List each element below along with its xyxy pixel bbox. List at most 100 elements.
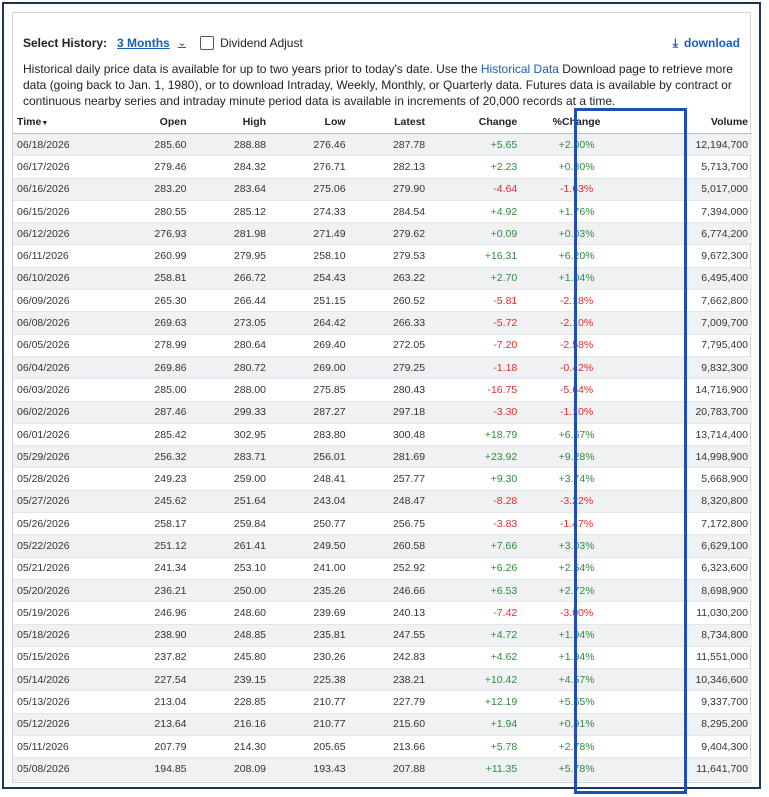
cell-change: -7.20 [429, 334, 522, 357]
table-row: 06/17/2026 279.46 284.32 276.71 282.13 +2.23 +… [13, 155, 752, 179]
cell-open: 269.86 [111, 356, 191, 380]
cell-change: -7.42 [429, 601, 522, 625]
column-header-open[interactable]: Open [111, 111, 191, 134]
cell-latest: 240.13 [349, 601, 430, 625]
cell-change: +4.62 [429, 646, 522, 670]
cell-low: 276.46 [270, 133, 350, 157]
cell-time: 05/29/2026 [13, 445, 111, 469]
table-row: 05/18/2026 238.90 248.85 235.81 247.55 +4.72 +… [13, 624, 752, 647]
cell-latest: 287.78 [349, 133, 430, 157]
cell-time: 06/12/2026 [13, 222, 111, 246]
cell-change: -3.30 [429, 401, 522, 424]
cell-open: 238.90 [111, 624, 191, 647]
table-header-row: Time▼ Open High Low Latest Change %Chang… [13, 111, 752, 134]
cell-volume: 7,662,800 [631, 289, 752, 313]
cell-low: 269.40 [270, 334, 350, 357]
cell-open: 287.46 [111, 401, 191, 424]
cell-change: +9.30 [429, 467, 522, 491]
cell-pct: -2.10% [521, 311, 632, 335]
dividend-adjust-label[interactable]: Dividend Adjust [220, 36, 303, 50]
cell-volume: 9,832,300 [631, 356, 752, 380]
cell-latest: 257.77 [349, 467, 430, 491]
cell-open: 283.20 [111, 178, 191, 201]
cell-open: 194.85 [111, 757, 191, 781]
historical-data-link[interactable]: Historical Data [480, 62, 559, 76]
cell-latest: 248.47 [349, 490, 430, 514]
column-header-pct-change[interactable]: %Change [521, 111, 632, 134]
cell-high: 302.95 [190, 423, 271, 447]
cell-high: 281.98 [190, 222, 271, 246]
cell-latest: 252.92 [349, 557, 430, 580]
column-header-time[interactable]: Time▼ [13, 111, 111, 134]
select-history-label: Select History: [23, 36, 108, 50]
cell-latest: 263.22 [349, 267, 430, 291]
cell-low: 210.77 [270, 713, 350, 737]
cell-change: -1.18 [429, 356, 522, 380]
column-header-low[interactable]: Low [270, 111, 350, 134]
cell-change: +7.66 [429, 534, 522, 558]
cell-high: 266.72 [190, 267, 271, 291]
history-toolbar: Select History: 3 Months ⌄ Dividend Adju… [23, 31, 740, 55]
history-range-value: 3 Months [117, 36, 170, 50]
cell-time: 05/14/2026 [13, 668, 111, 692]
table-row: 06/09/2026 265.30 266.44 251.15 260.52 -5.81-… [13, 289, 752, 313]
cell-open: 279.46 [111, 155, 191, 179]
cell-open: 236.21 [111, 579, 191, 603]
cell-volume: 8,734,800 [631, 624, 752, 647]
cell-low: 254.43 [270, 267, 350, 291]
cell-latest: 280.43 [349, 378, 430, 402]
cell-high: 283.71 [190, 445, 271, 469]
cell-high: 248.85 [190, 624, 271, 647]
chevron-down-icon: ⌄ [177, 37, 187, 49]
cell-volume: 6,629,100 [631, 534, 752, 558]
download-label: download [684, 36, 740, 50]
cell-low: 274.33 [270, 200, 350, 224]
cell-high: 253.10 [190, 557, 271, 580]
cell-volume: 14,716,900 [631, 378, 752, 402]
cell-latest: 266.33 [349, 311, 430, 335]
cell-latest: 215.60 [349, 713, 430, 737]
cell-pct: +1.94% [521, 646, 632, 670]
table-row: 06/12/2026 276.93 281.98 271.49 279.62 +0.09 +… [13, 222, 752, 246]
cell-open: 258.17 [111, 512, 191, 536]
cell-pct: -2.18% [521, 289, 632, 313]
cell-volume: 13,714,400 [631, 423, 752, 447]
cell-high: 228.85 [190, 690, 271, 714]
download-button[interactable]: ⤓ download [673, 36, 740, 51]
cell-latest: 279.53 [349, 244, 430, 268]
dividend-adjust-checkbox[interactable] [200, 36, 215, 50]
cell-low: 276.71 [270, 155, 350, 179]
cell-time: 05/13/2026 [13, 690, 111, 714]
cell-low: 235.26 [270, 579, 350, 603]
column-header-latest[interactable]: Latest [349, 111, 430, 134]
cell-volume: 10,346,600 [631, 668, 752, 692]
cell-time: 06/03/2026 [13, 378, 111, 402]
cell-time: 06/09/2026 [13, 289, 111, 313]
cell-time: 05/20/2026 [13, 579, 111, 603]
description-part1: Historical daily price data is available… [23, 62, 481, 76]
cell-open: 213.64 [111, 713, 191, 737]
cell-change: +2.23 [429, 155, 522, 179]
cell-low: 251.15 [270, 289, 350, 313]
cell-open: 251.12 [111, 534, 191, 558]
cell-high: 251.64 [190, 490, 271, 514]
column-header-high[interactable]: High [190, 111, 271, 134]
cell-low: 287.27 [270, 401, 350, 424]
history-range-dropdown[interactable]: 3 Months ⌄ [117, 36, 186, 50]
table-row: 05/29/2026 256.32 283.71 256.01 281.69 +23.92… [13, 445, 752, 469]
cell-change: +11.35 [429, 757, 522, 781]
column-header-volume[interactable]: Volume [631, 111, 752, 134]
cell-latest: 238.21 [349, 668, 430, 692]
cell-time: 06/08/2026 [13, 311, 111, 335]
cell-pct: +3.03% [521, 534, 632, 558]
table-row: 05/27/2026 245.62 251.64 243.04 248.47 -8.28-… [13, 490, 752, 514]
cell-low: 205.65 [270, 735, 350, 759]
cell-low: 283.80 [270, 423, 350, 447]
column-header-change[interactable]: Change [429, 111, 522, 134]
cell-latest: 227.79 [349, 690, 430, 714]
cell-volume: 7,172,800 [631, 512, 752, 536]
table-row: 06/04/2026 269.86 280.72 269.00 279.25 -1.18-… [13, 356, 752, 380]
cell-time: 05/19/2026 [13, 601, 111, 625]
cell-pct: +2.54% [521, 557, 632, 580]
table-row: 05/22/2026 251.12 261.41 249.50 260.58 +7.66 +… [13, 534, 752, 558]
